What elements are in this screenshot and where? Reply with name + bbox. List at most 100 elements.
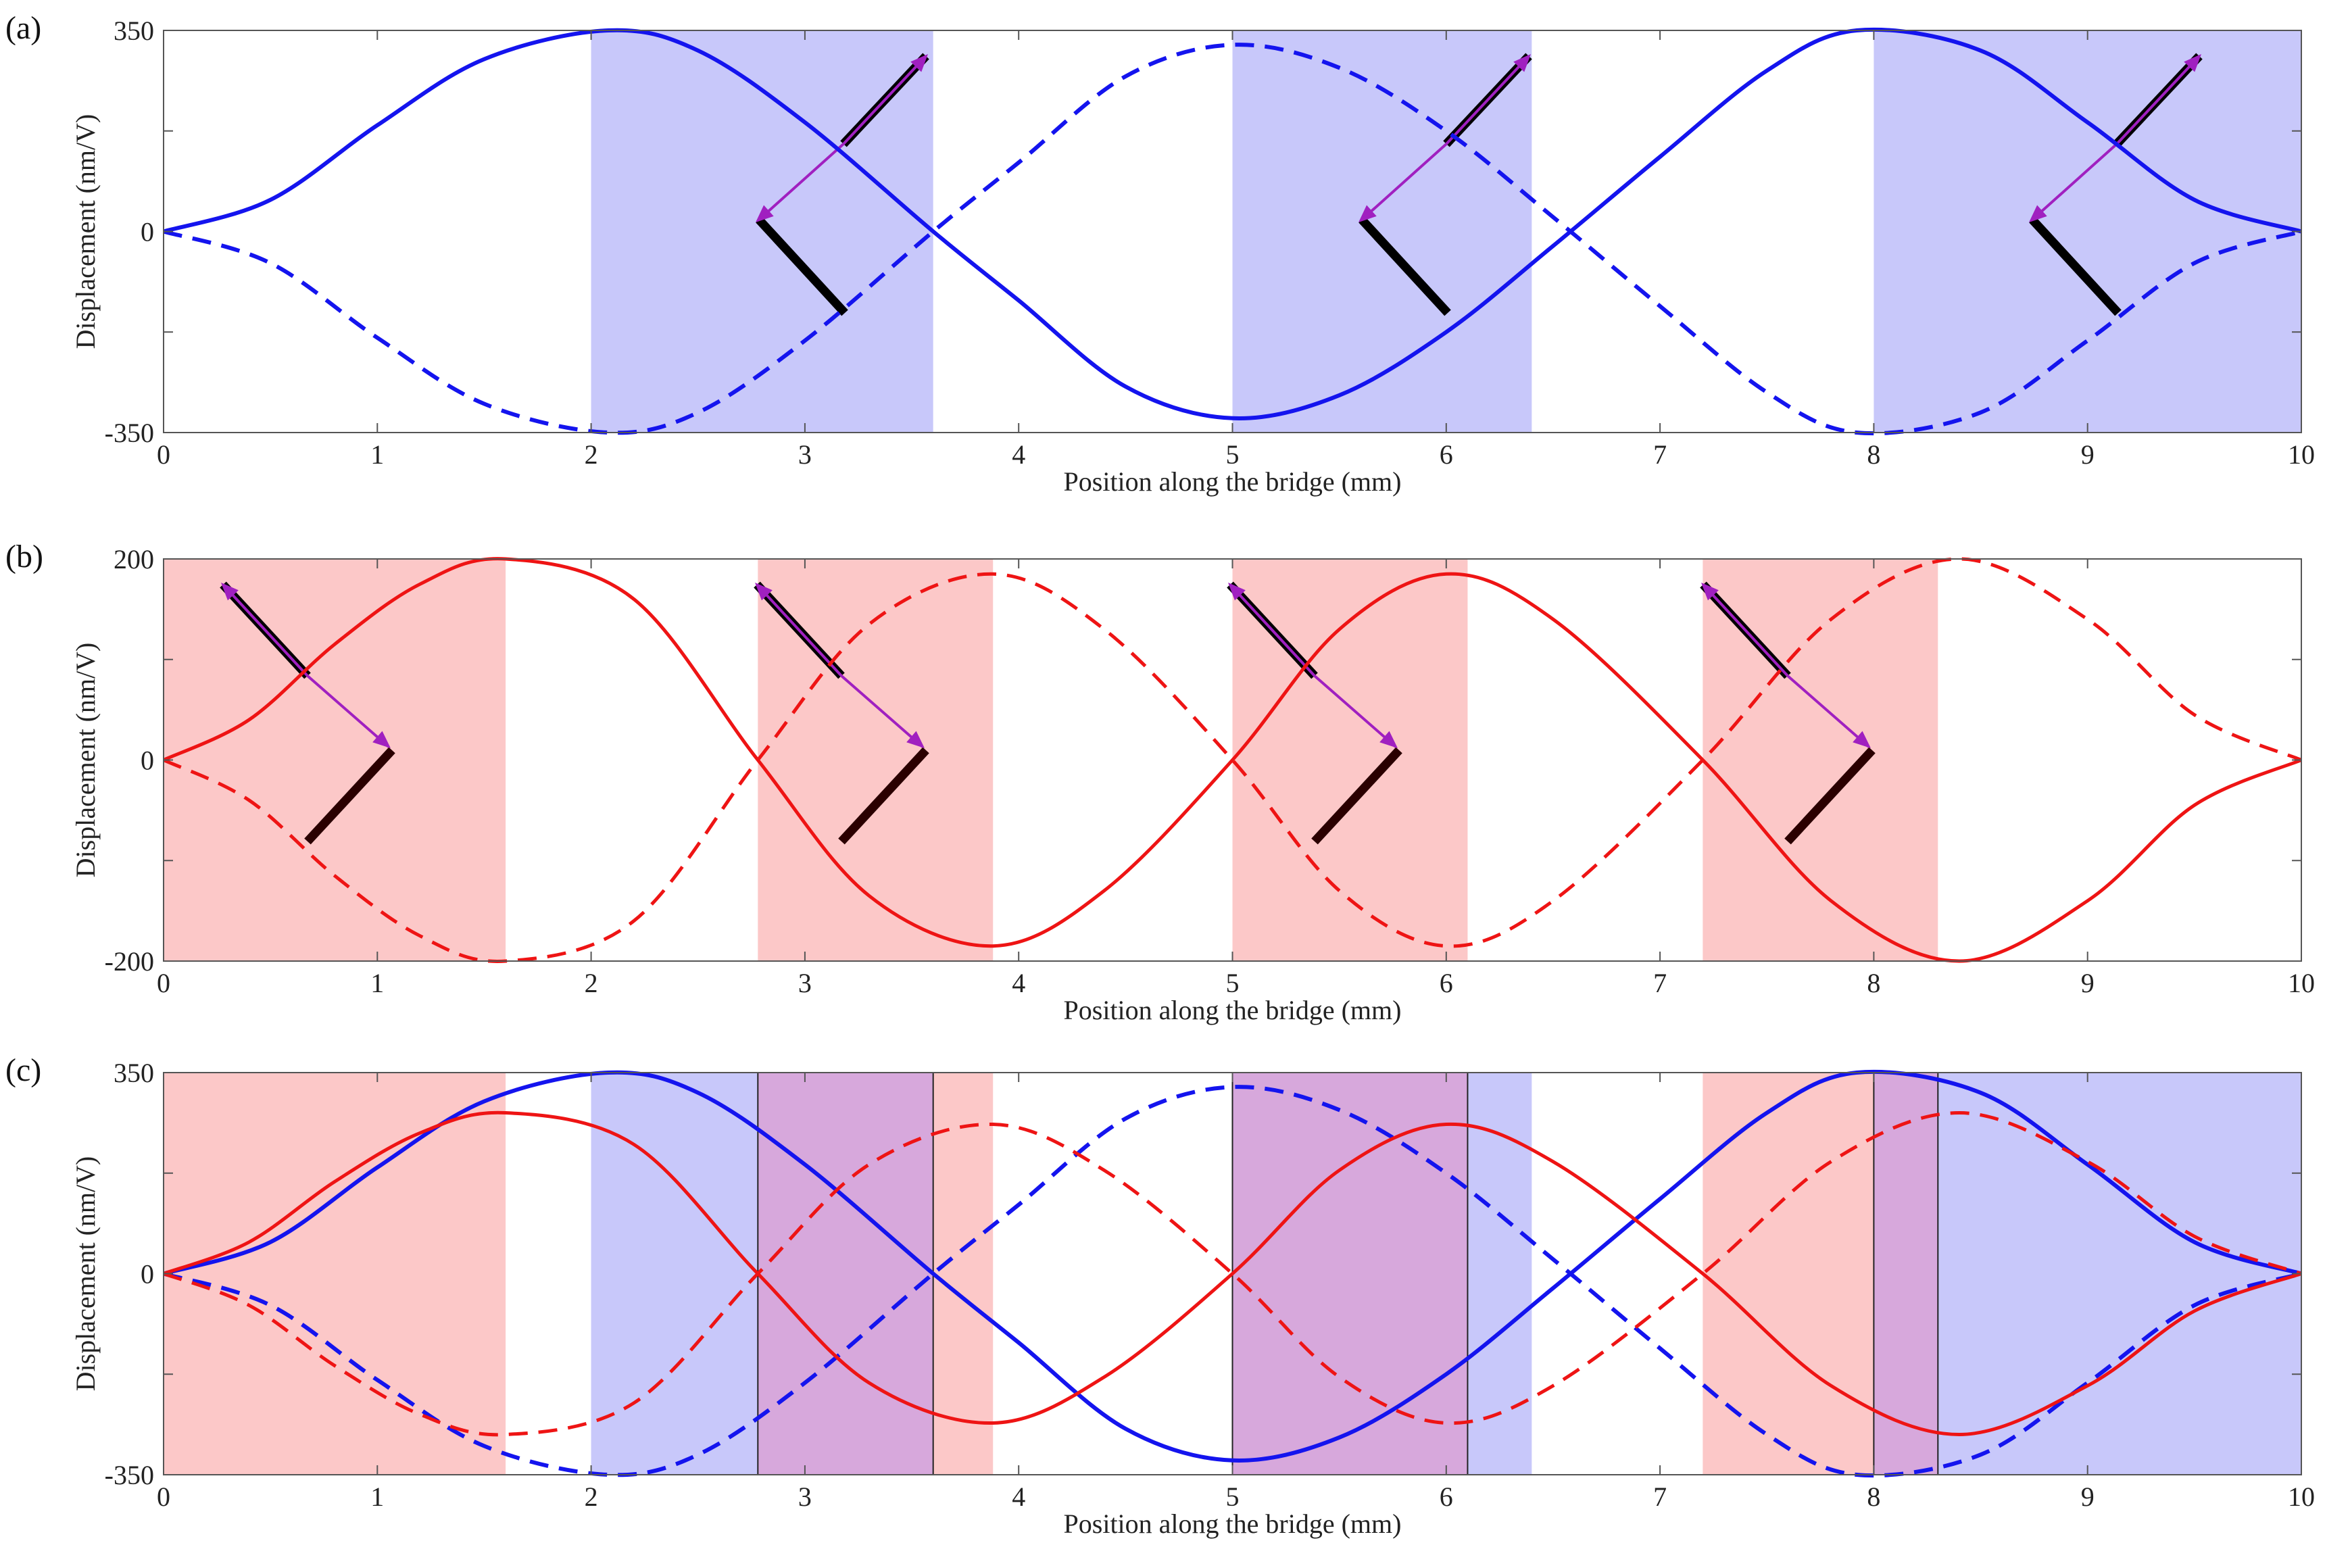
mode-arrow-line xyxy=(2031,143,2118,221)
panel-c-series-line xyxy=(163,1111,2302,1437)
panel-b-xtick-label: 1 xyxy=(370,968,384,998)
panel-a-ytick-label: 350 xyxy=(114,16,154,46)
panel-b-ylabel: Displacement (nm/V) xyxy=(70,643,101,878)
mode-arrowhead xyxy=(1228,583,1246,601)
mode-arrow-line xyxy=(756,583,843,677)
panel-b-label: (b) xyxy=(5,539,43,574)
panel-b-xtick-label: 8 xyxy=(1867,968,1880,998)
mode-arrowhead xyxy=(755,583,773,601)
panel-b-xtick-label: 5 xyxy=(1226,968,1240,998)
panel-b-shading xyxy=(164,559,1938,961)
mode-arrow-line xyxy=(758,143,845,221)
panel-a-xtick-label: 9 xyxy=(2081,439,2095,470)
panel-a-ytick-label: -350 xyxy=(105,418,154,448)
mode-arrow-line xyxy=(306,675,390,748)
panel-c-series-line xyxy=(163,1069,2302,1463)
panel-c-xtick-label: 9 xyxy=(2081,1481,2095,1512)
mode-arrowhead xyxy=(221,583,239,601)
mode-arrowhead xyxy=(1701,583,1719,601)
mode-arrowhead xyxy=(1853,731,1871,748)
mode-arrowhead xyxy=(756,205,774,222)
panel-b-ytick-label: 0 xyxy=(141,745,154,776)
panel-c-xtick-label: 2 xyxy=(585,1481,598,1512)
panel-b-arrows xyxy=(220,581,1876,845)
panel-a-shaded-region xyxy=(1232,30,1532,433)
panel-c-overlap-region xyxy=(757,1072,934,1475)
panel-b-xtick-label: 7 xyxy=(1653,968,1667,998)
panel-a-xtick-label: 10 xyxy=(2288,439,2315,470)
mode-arrowhead xyxy=(2184,54,2201,72)
panel-a-xtick-label: 2 xyxy=(585,439,598,470)
panel-c-xtick-label: 8 xyxy=(1867,1481,1880,1512)
mode-arrow-line xyxy=(1229,583,1316,677)
panel-a-xtick-label: 5 xyxy=(1226,439,1240,470)
panel-b-xtick-label: 10 xyxy=(2288,968,2315,998)
panel-c-shaded-region xyxy=(164,1073,506,1475)
panel-b-xtick-label: 9 xyxy=(2081,968,2095,998)
mode-arrow-line xyxy=(1361,143,1448,221)
mode-arrow-line xyxy=(1313,675,1397,748)
panel-c-xlabel: Position along the bridge (mm) xyxy=(1064,1509,1402,1539)
panel-b-xtick-label: 2 xyxy=(585,968,598,998)
mode-arrowhead xyxy=(2029,205,2047,222)
panel-b-xtick-label: 4 xyxy=(1012,968,1025,998)
mode-arrow-line xyxy=(1445,55,1530,145)
panel-a-xtick-label: 3 xyxy=(798,439,812,470)
mode-arrow-line xyxy=(2115,55,2201,145)
panel-a-arrows xyxy=(756,53,2203,316)
panel-b-series-line xyxy=(162,557,2302,963)
panel-a-shading xyxy=(591,30,2301,433)
panel-b-ytick-label: 200 xyxy=(114,544,154,574)
panel-b-lines xyxy=(162,557,2302,963)
panel-c-xtick-label: 6 xyxy=(1440,1481,1453,1512)
panel-c-shaded-region xyxy=(1874,1073,2301,1475)
panel-b-ytick-label: -200 xyxy=(105,946,154,977)
panel-a-xtick-label: 4 xyxy=(1012,439,1025,470)
mode-shape-bar xyxy=(1784,747,1876,845)
panel-a-shaded-region xyxy=(591,30,933,433)
panel-a-lines xyxy=(163,27,2302,436)
panel-c-shading xyxy=(164,1072,2301,1475)
panel-c-xtick-label: 1 xyxy=(370,1481,384,1512)
panel-a-series-line xyxy=(163,43,2302,436)
panel-c-lines xyxy=(163,1069,2302,1478)
panel-a-xtick-label: 8 xyxy=(1867,439,1880,470)
panel-c-xtick-label: 10 xyxy=(2288,1481,2315,1512)
mode-arrowhead xyxy=(1379,731,1398,748)
mode-shape-bar xyxy=(838,747,929,845)
panel-c-series-line xyxy=(163,1085,2302,1478)
panel-a-ytick-label: 0 xyxy=(141,217,154,247)
mode-arrow-line xyxy=(222,583,309,677)
panel-a-label: (a) xyxy=(5,10,41,46)
panel-a-xtick-label: 7 xyxy=(1653,439,1667,470)
mode-shape-bar xyxy=(1311,747,1402,845)
mode-arrowhead xyxy=(910,54,928,72)
panel-c-xtick-label: 4 xyxy=(1012,1481,1025,1512)
panel-c-ytick-label: -350 xyxy=(105,1460,154,1490)
mode-arrowhead xyxy=(1359,205,1377,222)
mode-arrowhead xyxy=(372,731,391,748)
mode-arrow-line xyxy=(1702,583,1789,677)
panel-a-xtick-label: 1 xyxy=(370,439,384,470)
panel-a-xlabel: Position along the bridge (mm) xyxy=(1064,466,1402,497)
panel-a-xtick-label: 0 xyxy=(157,439,170,470)
mode-arrow-line xyxy=(842,55,927,145)
mode-shape-bar xyxy=(304,747,395,845)
panel-b-shaded-region xyxy=(164,559,506,961)
panel-b-xtick-label: 3 xyxy=(798,968,812,998)
mode-arrow-line xyxy=(1786,675,1870,748)
mode-shape-bar xyxy=(1359,216,1451,316)
panel-c-xtick-label: 5 xyxy=(1226,1481,1240,1512)
panel-c-ylabel: Displacement (nm/V) xyxy=(70,1156,101,1392)
panel-c-xtick-label: 7 xyxy=(1653,1481,1667,1512)
panel-a-series-line xyxy=(163,27,2302,420)
panel-c-ytick-label: 0 xyxy=(141,1259,154,1290)
panel-b-xtick-label: 6 xyxy=(1440,968,1453,998)
panel-c-series-line xyxy=(163,1110,2302,1436)
